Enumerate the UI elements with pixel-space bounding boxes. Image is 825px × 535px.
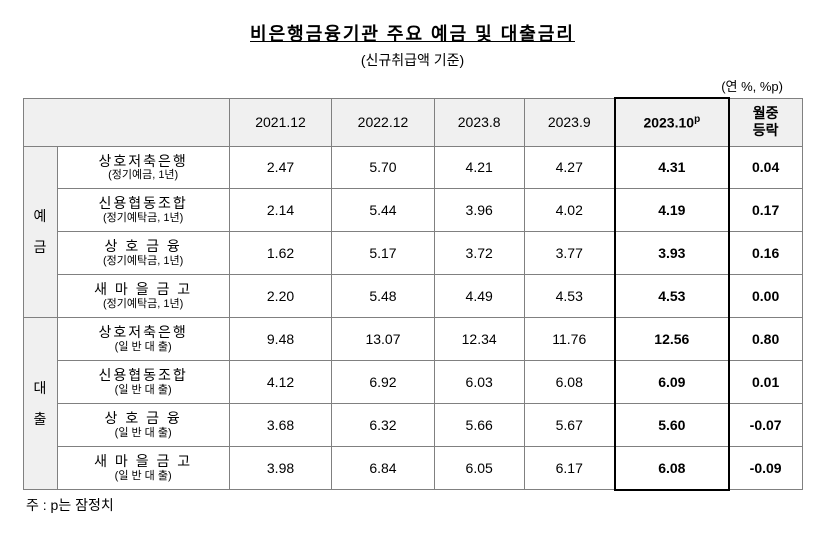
cell-value: 12.34	[434, 318, 524, 361]
cell-value: 6.32	[332, 404, 434, 447]
unit-label: (연 %, %p)	[20, 76, 783, 95]
inst-credit-union-loan: 신용협동조합 (일 반 대 출)	[57, 361, 229, 404]
inst-mutual-finance-loan: 상 호 금 융 (일 반 대 출)	[57, 404, 229, 447]
cell-highlight: 4.53	[615, 275, 729, 318]
cell-value: 2.14	[229, 189, 331, 232]
inst-savings-bank-loan: 상호저축은행 (일 반 대 출)	[57, 318, 229, 361]
table-row: 상 호 금 융 (일 반 대 출) 3.68 6.32 5.66 5.67 5.…	[23, 404, 802, 447]
cell-value: 6.03	[434, 361, 524, 404]
cell-value: 3.72	[434, 232, 524, 275]
cell-change: -0.07	[729, 404, 802, 447]
cell-value: 4.12	[229, 361, 331, 404]
cell-value: 6.92	[332, 361, 434, 404]
cell-highlight: 4.31	[615, 146, 729, 189]
cell-value: 5.44	[332, 189, 434, 232]
table-row: 상 호 금 융 (정기예탁금, 1년) 1.62 5.17 3.72 3.77 …	[23, 232, 802, 275]
cell-highlight: 4.19	[615, 189, 729, 232]
cell-value: 11.76	[524, 318, 615, 361]
table-row: 신용협동조합 (일 반 대 출) 4.12 6.92 6.03 6.08 6.0…	[23, 361, 802, 404]
cell-value: 6.84	[332, 447, 434, 490]
cell-highlight: 12.56	[615, 318, 729, 361]
cell-change: 0.04	[729, 146, 802, 189]
cell-value: 4.02	[524, 189, 615, 232]
col-2023-10p: 2023.10p	[615, 98, 729, 146]
inst-savings-bank-deposit: 상호저축은행 (정기예금, 1년)	[57, 146, 229, 189]
col-monthly-change: 월중등락	[729, 98, 802, 146]
cell-value: 5.66	[434, 404, 524, 447]
rates-table: 2021.12 2022.12 2023.8 2023.9 2023.10p 월…	[23, 97, 803, 491]
cell-change: 0.01	[729, 361, 802, 404]
cell-value: 4.53	[524, 275, 615, 318]
group-deposit: 예금	[23, 146, 57, 318]
cell-value: 9.48	[229, 318, 331, 361]
inst-credit-union-deposit: 신용협동조합 (정기예탁금, 1년)	[57, 189, 229, 232]
cell-value: 13.07	[332, 318, 434, 361]
cell-value: 3.98	[229, 447, 331, 490]
cell-value: 1.62	[229, 232, 331, 275]
cell-value: 5.67	[524, 404, 615, 447]
page-subtitle: (신규취급액 기준)	[20, 50, 805, 70]
cell-value: 6.08	[524, 361, 615, 404]
cell-highlight: 6.08	[615, 447, 729, 490]
table-row: 새 마 을 금 고 (정기예탁금, 1년) 2.20 5.48 4.49 4.5…	[23, 275, 802, 318]
cell-value: 2.47	[229, 146, 331, 189]
table-row: 예금 상호저축은행 (정기예금, 1년) 2.47 5.70 4.21 4.27…	[23, 146, 802, 189]
col-2023-9: 2023.9	[524, 98, 615, 146]
cell-change: 0.00	[729, 275, 802, 318]
cell-value: 6.05	[434, 447, 524, 490]
table-row: 대출 상호저축은행 (일 반 대 출) 9.48 13.07 12.34 11.…	[23, 318, 802, 361]
table-header-row: 2021.12 2022.12 2023.8 2023.9 2023.10p 월…	[23, 98, 802, 146]
inst-mutual-finance-deposit: 상 호 금 융 (정기예탁금, 1년)	[57, 232, 229, 275]
cell-value: 3.77	[524, 232, 615, 275]
cell-change: -0.09	[729, 447, 802, 490]
header-blank	[23, 98, 229, 146]
cell-value: 2.20	[229, 275, 331, 318]
cell-change: 0.17	[729, 189, 802, 232]
cell-value: 4.27	[524, 146, 615, 189]
page-title: 비은행금융기관 주요 예금 및 대출금리	[250, 24, 575, 44]
cell-value: 3.68	[229, 404, 331, 447]
group-loan: 대출	[23, 318, 57, 490]
table-row: 신용협동조합 (정기예탁금, 1년) 2.14 5.44 3.96 4.02 4…	[23, 189, 802, 232]
footnote: 주 : p는 잠정치	[26, 495, 805, 515]
col-2021-12: 2021.12	[229, 98, 331, 146]
cell-value: 5.17	[332, 232, 434, 275]
inst-saemaul-deposit: 새 마 을 금 고 (정기예탁금, 1년)	[57, 275, 229, 318]
col-2023-8: 2023.8	[434, 98, 524, 146]
cell-highlight: 3.93	[615, 232, 729, 275]
cell-value: 4.49	[434, 275, 524, 318]
cell-value: 4.21	[434, 146, 524, 189]
cell-value: 5.70	[332, 146, 434, 189]
cell-value: 6.17	[524, 447, 615, 490]
cell-change: 0.16	[729, 232, 802, 275]
table-row: 새 마 을 금 고 (일 반 대 출) 3.98 6.84 6.05 6.17 …	[23, 447, 802, 490]
cell-value: 3.96	[434, 189, 524, 232]
cell-change: 0.80	[729, 318, 802, 361]
cell-highlight: 6.09	[615, 361, 729, 404]
cell-value: 5.48	[332, 275, 434, 318]
inst-saemaul-loan: 새 마 을 금 고 (일 반 대 출)	[57, 447, 229, 490]
cell-highlight: 5.60	[615, 404, 729, 447]
col-2022-12: 2022.12	[332, 98, 434, 146]
